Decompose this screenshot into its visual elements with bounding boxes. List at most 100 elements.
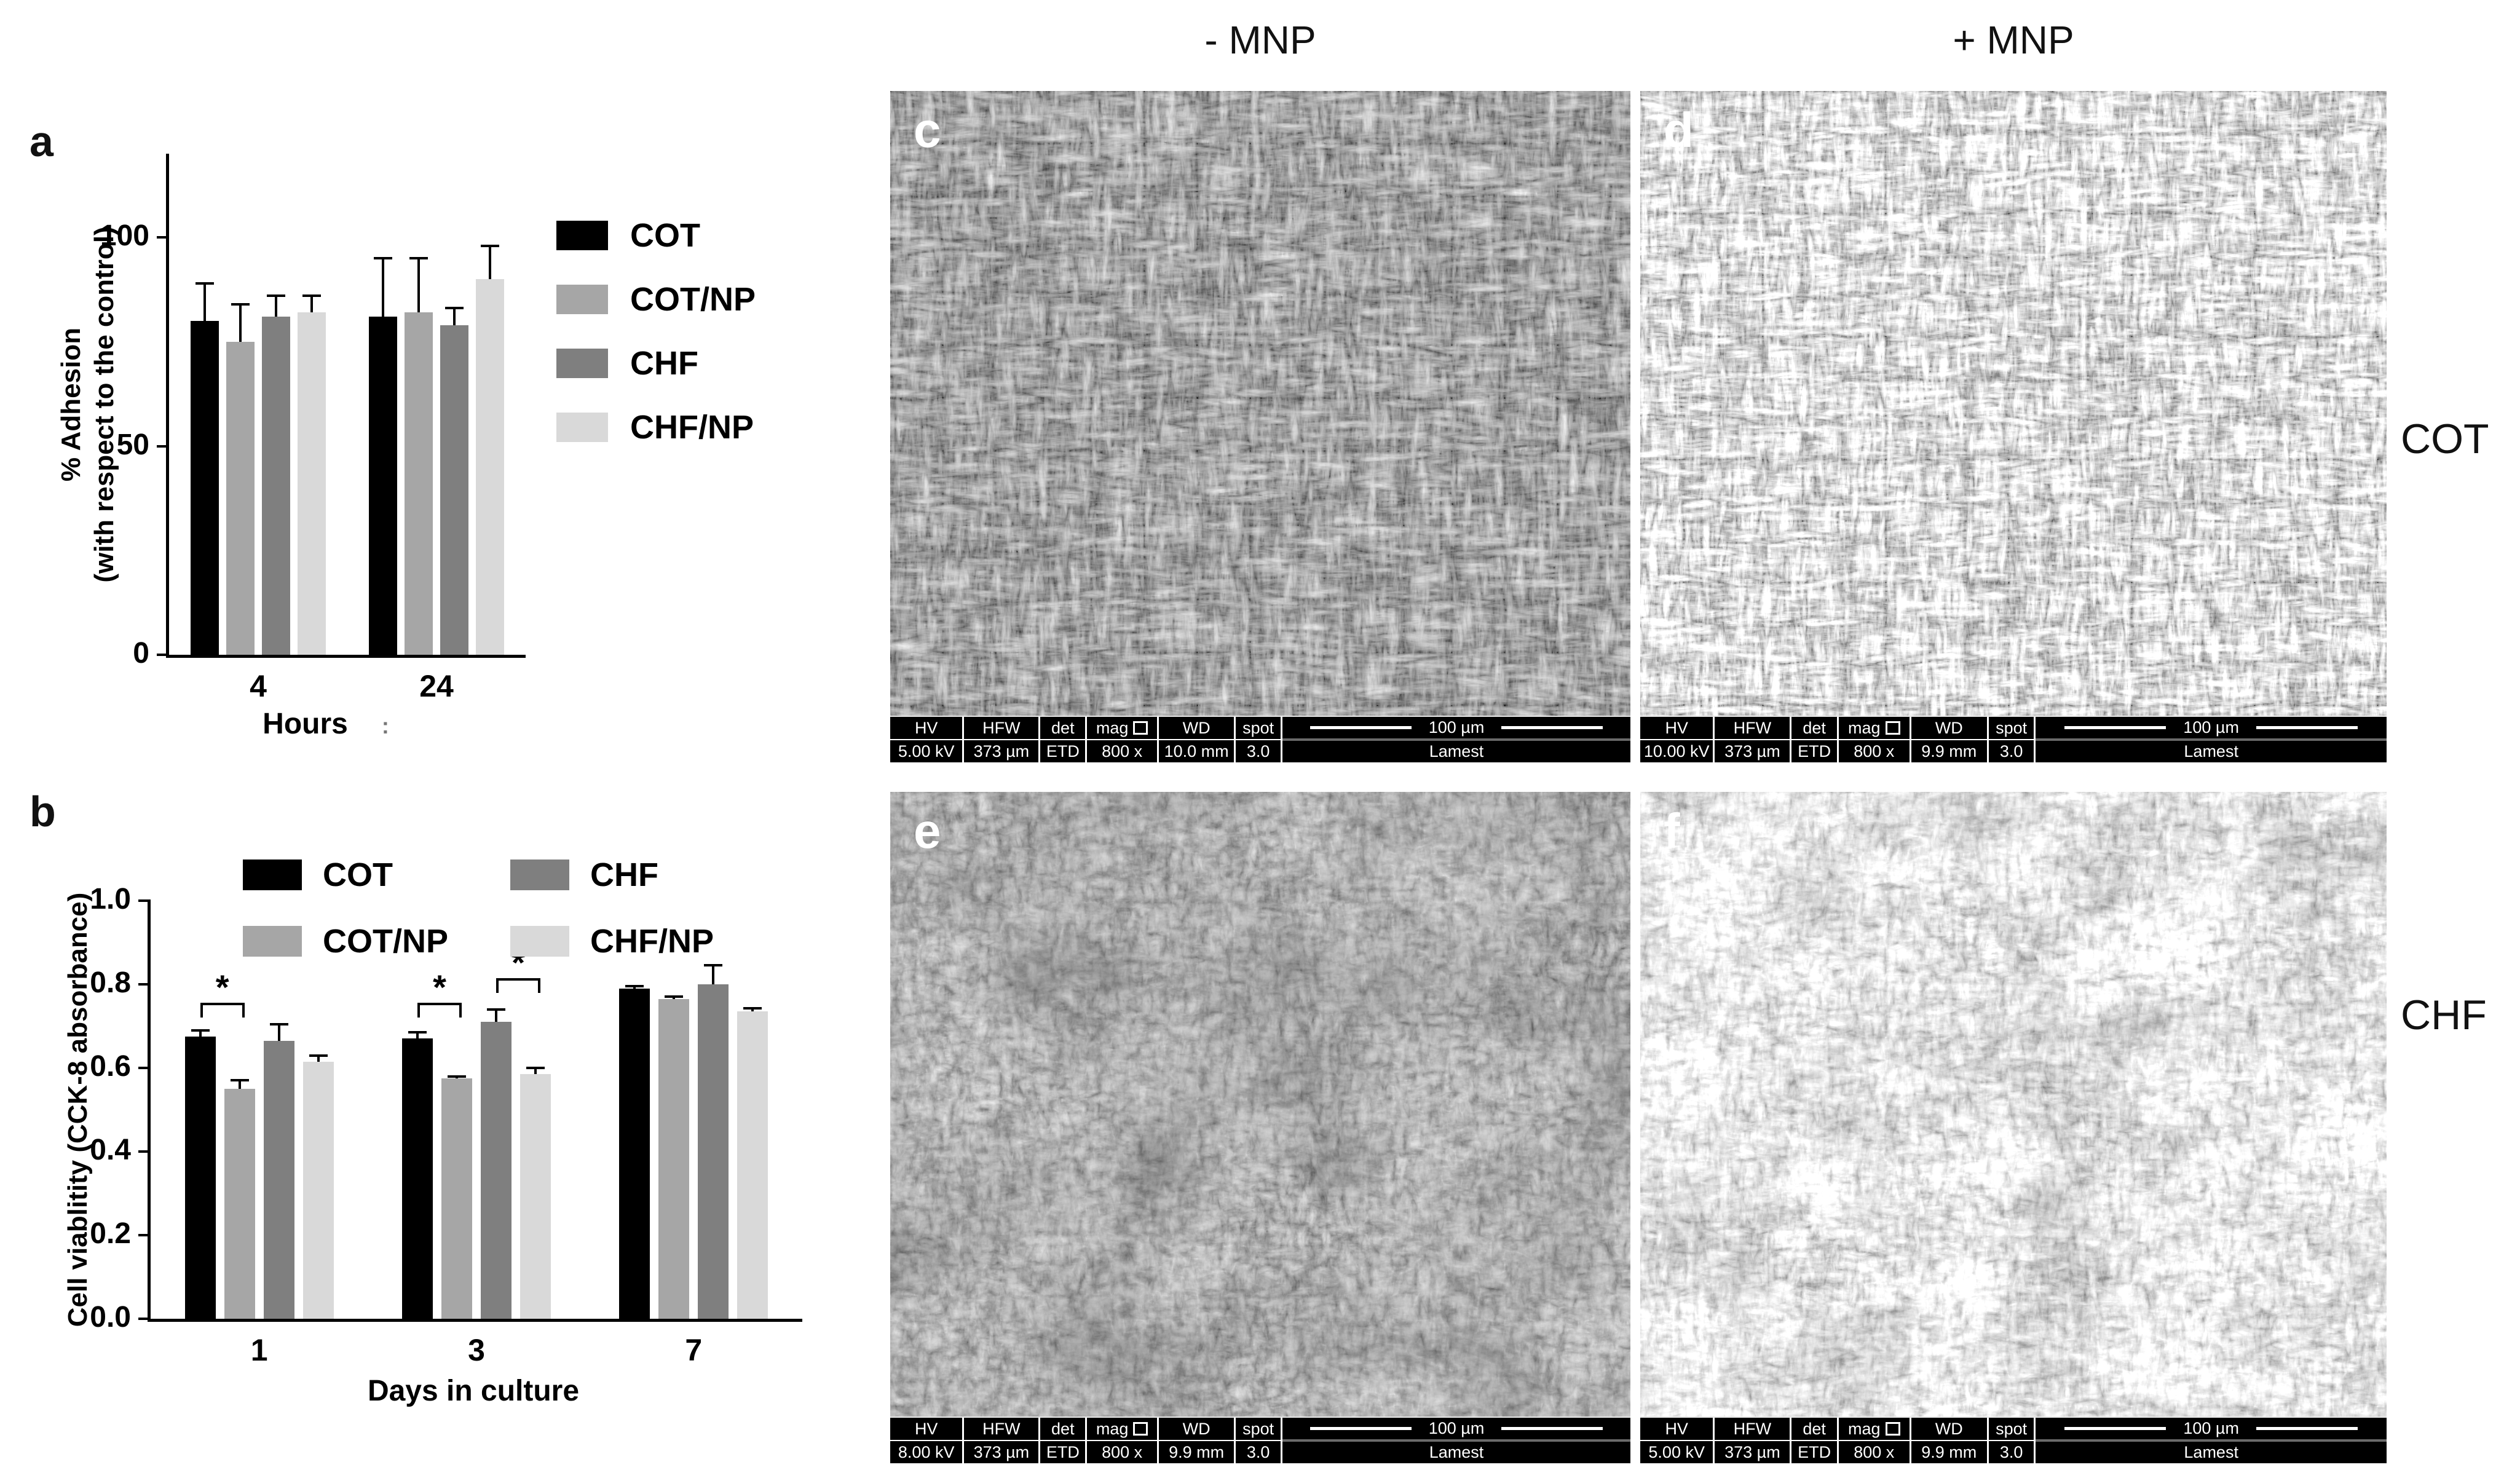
meta-wd-value: 10.0 mm (1164, 741, 1229, 761)
significance-bracket: * (200, 968, 245, 1018)
meta-mag-value: 800 x (1102, 1442, 1143, 1461)
y-tick-mark (138, 1067, 151, 1069)
error-bar-cap (374, 256, 392, 259)
legend-item: CHF (556, 344, 756, 382)
y-tick-mark (138, 983, 151, 986)
legend-label: CHF/NP (590, 923, 714, 960)
meta-det-header: det (1791, 717, 1837, 740)
bar (476, 279, 504, 655)
meta-wd-header: WD (1911, 717, 1987, 740)
meta-mag-value: 800 x (1854, 1442, 1895, 1461)
error-bar-cap (231, 302, 250, 306)
sem-metadata-bar: HV 5.00 kV HFW 373 µm det ETD mag 800 x WD 10… (890, 716, 1630, 762)
error-bar (489, 245, 491, 279)
error-bar-cap (269, 1022, 288, 1026)
error-bar-cap (625, 985, 644, 988)
meta-spot-value: 3.0 (1999, 1442, 2023, 1461)
bar (224, 1089, 255, 1319)
meta-wd-header: WD (1159, 717, 1234, 740)
meta-hfw-value: 373 µm (973, 741, 1030, 761)
x-tick-label: 3 (468, 1333, 485, 1367)
meta-hfw-value: 373 µm (973, 1442, 1030, 1461)
error-bar-cap (196, 282, 214, 285)
chart-a: % Adhesion (with respect to the control)… (56, 154, 526, 703)
meta-mag-header: mag (1838, 1418, 1910, 1441)
bar (302, 1061, 334, 1319)
y-tick-label: 0.4 (90, 1134, 131, 1166)
sem-metadata-bar: HV 5.00 kV HFW 373 µm det ETD mag 800 x WD 9.… (1640, 1417, 2387, 1463)
sem-panel-f-letter: f (1664, 804, 1680, 858)
sem-panel-e-letter: e (914, 804, 941, 858)
scale-bar-line (2256, 726, 2358, 729)
error-bar (416, 1032, 419, 1039)
scale-bar-label: 100 µm (1428, 718, 1485, 737)
significance-bracket: * (496, 943, 540, 993)
bar-group (191, 154, 326, 655)
meta-det-value: ETD (1798, 741, 1831, 761)
scale-bar-label: 100 µm (1428, 1419, 1485, 1437)
scale-bar: 100 µm (1282, 1418, 1630, 1439)
legend-label: COT (323, 856, 393, 893)
scale-bar: 100 µm (2036, 717, 2387, 738)
mag-square-icon (1885, 721, 1900, 735)
mag-square-icon (1133, 1422, 1148, 1436)
sem-panel-e: e HV 8.00 kV HFW 373 µm det ETD mag 800 x WD… (890, 792, 1630, 1463)
legend-label: COT/NP (630, 281, 756, 318)
meta-spot-header: spot (1988, 717, 2034, 740)
legend-label: CHF/NP (630, 409, 754, 446)
scale-bar-line (2064, 726, 2166, 729)
bar (481, 1022, 512, 1319)
error-bar (199, 1030, 202, 1037)
meta-spot-value: 3.0 (1246, 741, 1270, 761)
sem-row-label-cot: COT (2401, 416, 2489, 462)
chart-b-x-axis-title: Days in culture (367, 1375, 580, 1407)
scale-bar-line (2064, 1427, 2166, 1430)
bar (440, 325, 468, 655)
meta-hv-header: HV (1640, 1418, 1713, 1441)
sem-panel-f: f HV 5.00 kV HFW 373 µm det ETD mag 800 x WD… (1640, 792, 2387, 1463)
legend-item: COT (556, 216, 756, 255)
meta-hv-value: 10.00 kV (1643, 741, 1710, 761)
x-label-artifact: : (381, 713, 389, 738)
legend-swatch (510, 926, 569, 957)
mag-square-icon (1885, 1422, 1900, 1436)
meta-mag-header: mag (1087, 1418, 1158, 1441)
error-bar (495, 1009, 497, 1022)
scale-bar-line (1501, 726, 1603, 729)
bar (737, 1011, 768, 1319)
meta-vendor-label: Lamest (1282, 738, 1630, 762)
meta-det-header: det (1040, 1418, 1086, 1441)
scale-bar: 100 µm (1282, 717, 1630, 738)
meta-hfw-value: 373 µm (1724, 741, 1780, 761)
y-tick-mark (157, 445, 169, 448)
scale-bar: 100 µm (2036, 1418, 2387, 1439)
meta-hfw-header: HFW (964, 717, 1039, 740)
error-bar-cap (481, 244, 499, 247)
error-bar (239, 304, 242, 342)
sem-micrograph-texture (890, 792, 1630, 1463)
sem-micrograph-texture (1640, 91, 2387, 762)
scale-bar-line (1309, 1427, 1412, 1430)
meta-mag-header: mag (1087, 717, 1158, 740)
bar-group (402, 901, 551, 1319)
error-bar (751, 1008, 754, 1012)
legend-swatch (556, 349, 608, 378)
sem-micrograph-texture (1640, 792, 2387, 1463)
y-tick-label: 0.2 (90, 1217, 131, 1250)
bar (226, 341, 255, 655)
sem-panel-d: d HV 10.00 kV HFW 373 µm det ETD mag 800 x W… (1640, 91, 2387, 762)
legend-a: COT COT/NP CHF CHF/NP (556, 216, 756, 446)
chart-a-x-axis-title: Hours: (263, 708, 389, 740)
sem-panel-d-letter: d (1664, 103, 1694, 157)
legend-swatch (556, 285, 608, 314)
bar (441, 1078, 472, 1319)
legend-swatch (556, 413, 608, 442)
meta-wd-value: 9.9 mm (1921, 741, 1977, 761)
bar (698, 984, 729, 1319)
bar-group (184, 901, 334, 1319)
sem-metadata-bar: HV 10.00 kV HFW 373 µm det ETD mag 800 x WD 9… (1640, 716, 2387, 762)
legend-item: CHF/NP (556, 408, 756, 446)
x-tick-label: 7 (685, 1333, 703, 1367)
x-tick-label: 24 (419, 669, 454, 703)
y-tick-label: 0.6 (90, 1050, 131, 1083)
